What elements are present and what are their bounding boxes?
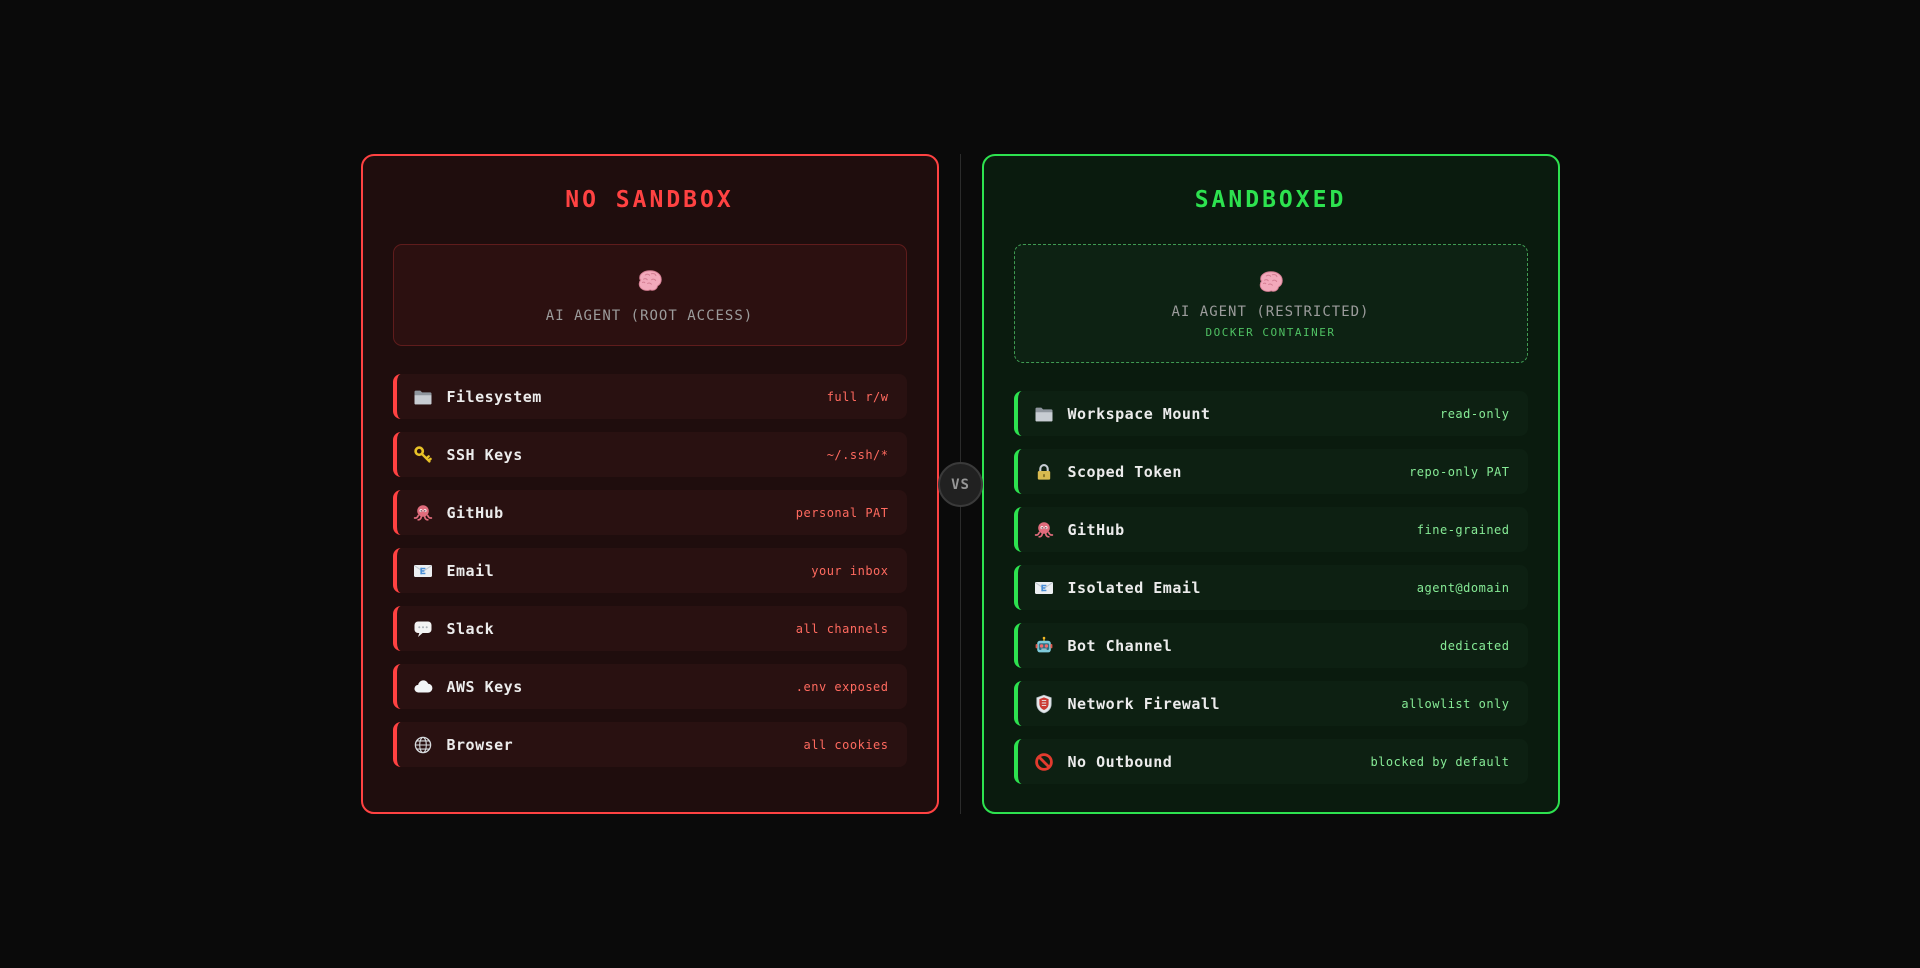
octopus-icon — [1034, 520, 1054, 540]
access-row-isolated-email: Isolated Email agent@domain — [1013, 565, 1528, 610]
row-label: Bot Channel — [1067, 636, 1173, 655]
access-row-github: GitHub fine-grained — [1013, 507, 1528, 552]
access-row-bot-channel: Bot Channel dedicated — [1013, 623, 1528, 668]
speech-balloon-icon — [413, 619, 433, 639]
brain-icon — [635, 267, 665, 297]
row-label: SSH Keys — [446, 445, 523, 464]
lock-icon — [1034, 462, 1054, 482]
access-row-network-firewall: Network Firewall allowlist only — [1013, 681, 1528, 726]
sandboxed-title: SANDBOXED — [1194, 187, 1347, 213]
row-value: blocked by default — [1370, 754, 1510, 769]
row-value: all channels — [795, 621, 889, 636]
row-value: read-only — [1439, 406, 1510, 421]
row-label: Slack — [446, 619, 495, 638]
row-label: Email — [446, 561, 495, 580]
vs-badge: VS — [938, 462, 983, 507]
row-value: fine-grained — [1416, 522, 1510, 537]
row-label: Browser — [446, 735, 514, 754]
access-row-scoped-token: Scoped Token repo-only PAT — [1013, 449, 1528, 494]
row-label: Network Firewall — [1067, 694, 1220, 713]
row-value: agent@domain — [1416, 580, 1510, 595]
row-value: dedicated — [1439, 638, 1510, 653]
access-row-filesystem: Filesystem full r/w — [392, 374, 907, 419]
email-icon — [1034, 578, 1054, 598]
panels-container: NO SANDBOX AI AGENT (ROOT ACCESS) Filesy… — [0, 154, 1920, 814]
folder-icon — [1034, 404, 1054, 424]
row-value: full r/w — [826, 389, 889, 404]
row-label: Scoped Token — [1067, 462, 1182, 481]
access-row-aws-keys: AWS Keys .env exposed — [392, 664, 907, 709]
docker-container-label: DOCKER CONTAINER — [1205, 326, 1336, 339]
access-row-browser: Browser all cookies — [392, 722, 907, 767]
no-sandbox-panel: NO SANDBOX AI AGENT (ROOT ACCESS) Filesy… — [360, 154, 939, 814]
row-label: AWS Keys — [446, 677, 523, 696]
agent-label: AI AGENT (RESTRICTED) — [1171, 304, 1370, 320]
robot-icon — [1034, 636, 1054, 656]
row-value: allowlist only — [1401, 696, 1510, 711]
row-value: .env exposed — [795, 679, 889, 694]
agent-label: AI AGENT (ROOT ACCESS) — [545, 307, 754, 324]
prohibited-icon — [1034, 752, 1054, 772]
no-sandbox-access-list: Filesystem full r/w SSH Keys ~/.ssh/* Gi… — [392, 374, 907, 767]
row-label: Filesystem — [446, 387, 542, 406]
row-label: Isolated Email — [1067, 578, 1201, 597]
row-label: Workspace Mount — [1067, 404, 1211, 423]
key-icon — [413, 445, 433, 465]
row-label: GitHub — [446, 503, 504, 522]
octopus-icon — [413, 503, 433, 523]
sandboxed-panel: SANDBOXED AI AGENT (RESTRICTED) DOCKER C… — [981, 154, 1560, 814]
access-row-ssh-keys: SSH Keys ~/.ssh/* — [392, 432, 907, 477]
row-value: your inbox — [811, 563, 889, 578]
row-value: all cookies — [803, 737, 889, 752]
access-row-workspace-mount: Workspace Mount read-only — [1013, 391, 1528, 436]
globe-icon — [413, 735, 433, 755]
access-row-email: Email your inbox — [392, 548, 907, 593]
shield-icon — [1034, 694, 1054, 714]
row-value: personal PAT — [795, 505, 889, 520]
access-row-slack: Slack all channels — [392, 606, 907, 651]
access-row-no-outbound: No Outbound blocked by default — [1013, 739, 1528, 784]
agent-card-restricted: AI AGENT (RESTRICTED) DOCKER CONTAINER — [1013, 244, 1528, 363]
brain-icon — [1256, 268, 1286, 298]
row-label: No Outbound — [1067, 752, 1173, 771]
sandboxed-access-list: Workspace Mount read-only Scoped Token r… — [1013, 391, 1528, 784]
folder-icon — [413, 387, 433, 407]
row-value: ~/.ssh/* — [826, 447, 889, 462]
row-label: GitHub — [1067, 520, 1125, 539]
agent-card-root-access: AI AGENT (ROOT ACCESS) — [392, 244, 907, 346]
row-value: repo-only PAT — [1409, 464, 1510, 479]
cloud-icon — [413, 677, 433, 697]
access-row-github: GitHub personal PAT — [392, 490, 907, 535]
email-icon — [413, 561, 433, 581]
no-sandbox-title: NO SANDBOX — [565, 187, 734, 213]
